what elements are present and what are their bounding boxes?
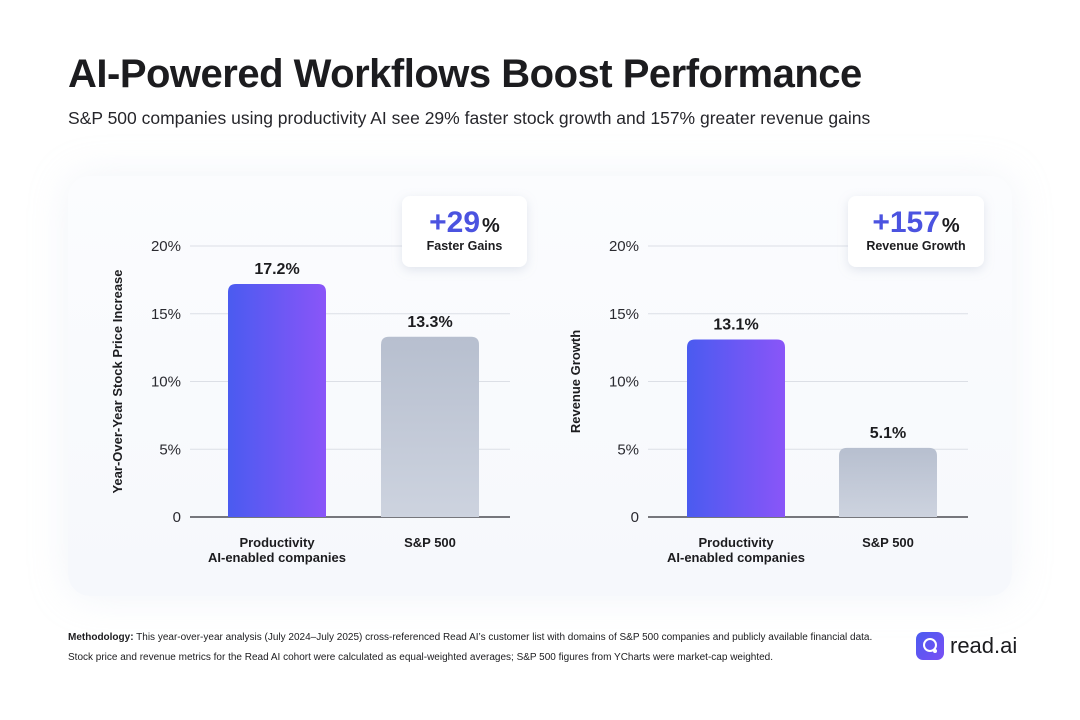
bar-value-label: 5.1% [870, 425, 906, 442]
x-category-label: S&P 500 [404, 535, 456, 550]
y-tick-label: 10% [151, 374, 181, 391]
x-category-label: AI-enabled companies [667, 550, 805, 565]
callout-stat-number: +29 [429, 206, 480, 239]
bar-ai-enabled [687, 339, 785, 517]
bar-chart-2: 0 5% 10% 15% 20% Revenue Growth 13.1% Productiv… [568, 196, 984, 565]
callout-stat-number: +157 [872, 206, 940, 239]
y-tick-label: 15% [609, 306, 639, 323]
bar-chart-1: 0 5% 10% 15% 20% Year-Over-Year Stock Price I… [110, 196, 527, 565]
y-tick-label: 20% [609, 238, 639, 255]
methodology-note: Methodology: This year-over-year analysi… [68, 628, 888, 668]
callout-stat: +29% [429, 206, 500, 239]
x-category-label: S&P 500 [862, 535, 914, 550]
x-category-label: Productivity [698, 535, 774, 550]
callout-card: +29 %Faster Gains [402, 196, 527, 267]
y-tick-label: 5% [617, 441, 639, 458]
callout-label: Revenue Growth [866, 239, 965, 253]
callout-stat-unit: % [482, 215, 500, 237]
bar-sp500 [839, 447, 937, 517]
bar-value-label: 17.2% [254, 261, 299, 278]
bar-value-label: 13.1% [713, 316, 758, 333]
y-tick-label: 15% [151, 306, 181, 323]
methodology-text: This year-over-year analysis (July 2024–… [68, 632, 873, 663]
brand-logo: read.ai [916, 631, 1017, 661]
x-category-label: AI-enabled companies [208, 550, 346, 565]
y-tick-label: 0 [173, 509, 181, 526]
callout-stat: +157% [872, 206, 960, 239]
bar-value-label: 13.3% [407, 314, 452, 331]
page-title: AI-Powered Workflows Boost Performance [68, 52, 862, 96]
callout-card-bg [402, 196, 527, 267]
y-tick-label: 20% [151, 238, 181, 255]
callout-label: Faster Gains [427, 239, 503, 253]
methodology-label: Methodology: [68, 632, 134, 643]
y-tick-label: 10% [609, 374, 639, 391]
y-tick-label: 5% [159, 441, 181, 458]
y-tick-label: 0 [631, 509, 639, 526]
y-axis-label: Year-Over-Year Stock Price Increase [110, 269, 125, 493]
callout-card-bg [848, 196, 984, 267]
brand-name: read.ai [950, 633, 1018, 658]
callout-card: +157 %Revenue Growth [848, 196, 984, 267]
page-subtitle: S&P 500 companies using productivity AI … [68, 108, 871, 128]
y-axis-label: Revenue Growth [568, 330, 583, 433]
callout-stat-unit: % [942, 215, 960, 237]
bar-ai-enabled [228, 283, 326, 517]
read-ai-logo-icon [916, 632, 944, 660]
x-category-label: Productivity [239, 535, 315, 550]
bar-sp500 [381, 336, 479, 517]
